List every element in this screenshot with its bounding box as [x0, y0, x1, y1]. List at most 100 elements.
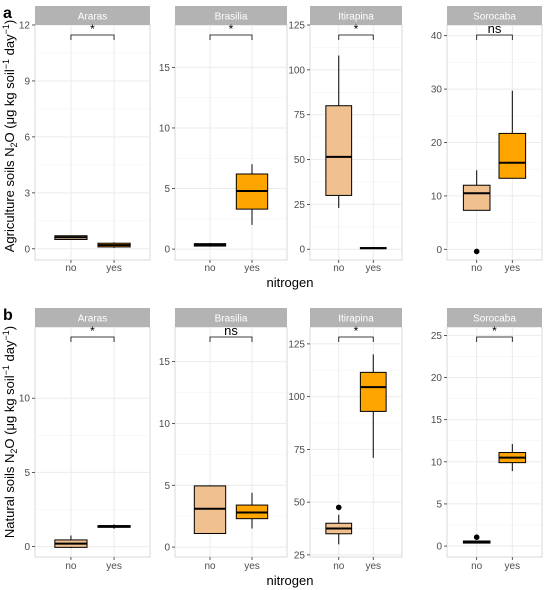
facet-strip — [175, 6, 287, 25]
bracket-line — [209, 34, 253, 40]
y-axis-title-part: ) — [2, 326, 17, 330]
facet-araras: 0 3 6 9 12 Araras* no yes — [19, 6, 151, 274]
y-axis-title-part: −1 — [1, 24, 11, 34]
box-no — [54, 535, 88, 549]
panel-background — [34, 24, 151, 261]
y-tick-label: 10 — [159, 419, 171, 430]
bracket-line — [70, 34, 115, 40]
y-tick-label: 0 — [436, 542, 442, 553]
facet-strip — [447, 6, 542, 25]
y-tick-label: 20 — [431, 138, 443, 149]
y-axis-title-part: −1 — [1, 59, 11, 69]
significance-bracket: * — [476, 324, 513, 342]
box-no — [325, 55, 353, 208]
facet-strip — [175, 308, 287, 327]
panel-background — [174, 24, 288, 261]
y-tick-label: 12 — [19, 21, 31, 32]
box-yes — [359, 247, 387, 250]
y-tick-label: 10 — [431, 191, 443, 202]
y-tick-label: 25 — [431, 331, 443, 342]
y-tick-label: 0 — [24, 244, 30, 255]
box-yes — [498, 444, 527, 472]
facet-itirapina: 0 25 50 75 100 125 Itirapina* no yes — [288, 6, 403, 274]
y-tick-label: 5 — [164, 184, 170, 195]
y-tick-label: 6 — [24, 132, 30, 143]
y-tick-label: 5 — [24, 468, 30, 479]
y-tick-label: 0 — [164, 543, 170, 554]
facet-strip-label: Brasilia — [215, 12, 248, 23]
facet-strip — [310, 308, 402, 327]
facet-strip — [35, 308, 150, 327]
facet-itirapina: 25 50 75 100 125 Itirapina* no yes — [288, 308, 403, 572]
box-body — [462, 184, 491, 211]
box-no — [193, 485, 227, 535]
y-axis-title-part: Natural soils N — [2, 454, 17, 539]
x-tick-label: yes — [106, 561, 122, 572]
y-tick-label: 10 — [431, 457, 443, 468]
y-tick-label: 25 — [294, 200, 306, 211]
y-tick-label: 125 — [288, 21, 305, 32]
x-tick-label: yes — [365, 263, 381, 274]
significance-bracket: * — [338, 324, 374, 342]
y-axis-title-part: 2 — [9, 142, 19, 147]
y-tick-label: 75 — [294, 110, 306, 121]
significance-label: ns — [488, 21, 502, 36]
y-tick-label: 0 — [436, 245, 442, 256]
significance-label: * — [492, 324, 497, 338]
facet-strip-label: Araras — [78, 314, 107, 325]
y-axis-title: Agriculture soils N2O (μg kg soil−1 day−… — [1, 20, 19, 252]
x-tick-label: yes — [244, 263, 260, 274]
x-axis-title: nitrogen — [267, 573, 314, 588]
bracket-line — [338, 34, 374, 40]
significance-bracket: ns — [476, 21, 513, 40]
significance-label: * — [90, 22, 95, 36]
x-tick-label: no — [333, 561, 345, 572]
y-axis-title-part: (μg kg soil — [2, 69, 17, 132]
y-tick-label: 40 — [431, 31, 443, 42]
significance-label: * — [229, 22, 234, 36]
bracket-line — [70, 336, 115, 342]
y-axis-title-part: −1 — [1, 330, 11, 340]
y-tick-label: 3 — [24, 188, 30, 199]
y-axis-title-part: 2 — [9, 449, 19, 454]
box-yes — [498, 90, 527, 179]
y-tick-label: 125 — [288, 339, 305, 350]
box-no — [193, 243, 227, 247]
x-tick-label: no — [471, 263, 483, 274]
panel-background — [174, 326, 288, 558]
box-yes — [235, 492, 269, 529]
box-yes — [359, 354, 387, 458]
y-tick-label: 5 — [164, 481, 170, 492]
facet-strip-label: Itirapina — [338, 314, 374, 325]
outlier-point — [335, 504, 342, 511]
y-axis-title-part: O — [2, 438, 17, 448]
y-tick-label: 30 — [431, 85, 443, 96]
panel-label: a — [3, 5, 12, 22]
y-axis-title-part: Agriculture soils N — [2, 147, 17, 252]
box-yes — [97, 524, 131, 529]
significance-bracket: * — [70, 324, 115, 342]
significance-label: * — [90, 324, 95, 338]
facet-araras: 0 5 10 Araras* no yes — [19, 308, 151, 572]
y-tick-label: 9 — [24, 76, 30, 87]
x-axis-title: nitrogen — [267, 275, 314, 290]
box-body — [359, 371, 387, 412]
facet-strip-label: Araras — [78, 12, 107, 23]
y-tick-label: 15 — [159, 63, 171, 74]
facet-strip — [310, 6, 402, 25]
facet-brasilia: 0 5 10 15 Brasilia* no yes — [159, 6, 288, 274]
y-axis-title-part: O — [2, 132, 17, 142]
panel-background — [34, 326, 151, 558]
significance-bracket: ns — [209, 323, 253, 342]
y-tick-label: 25 — [294, 550, 306, 561]
panel-background — [446, 326, 543, 558]
y-tick-label: 100 — [288, 392, 305, 403]
x-tick-label: no — [65, 561, 77, 572]
x-tick-label: no — [65, 263, 77, 274]
box-no — [325, 504, 353, 545]
facet-strip-label: Sorocaba — [473, 314, 516, 325]
